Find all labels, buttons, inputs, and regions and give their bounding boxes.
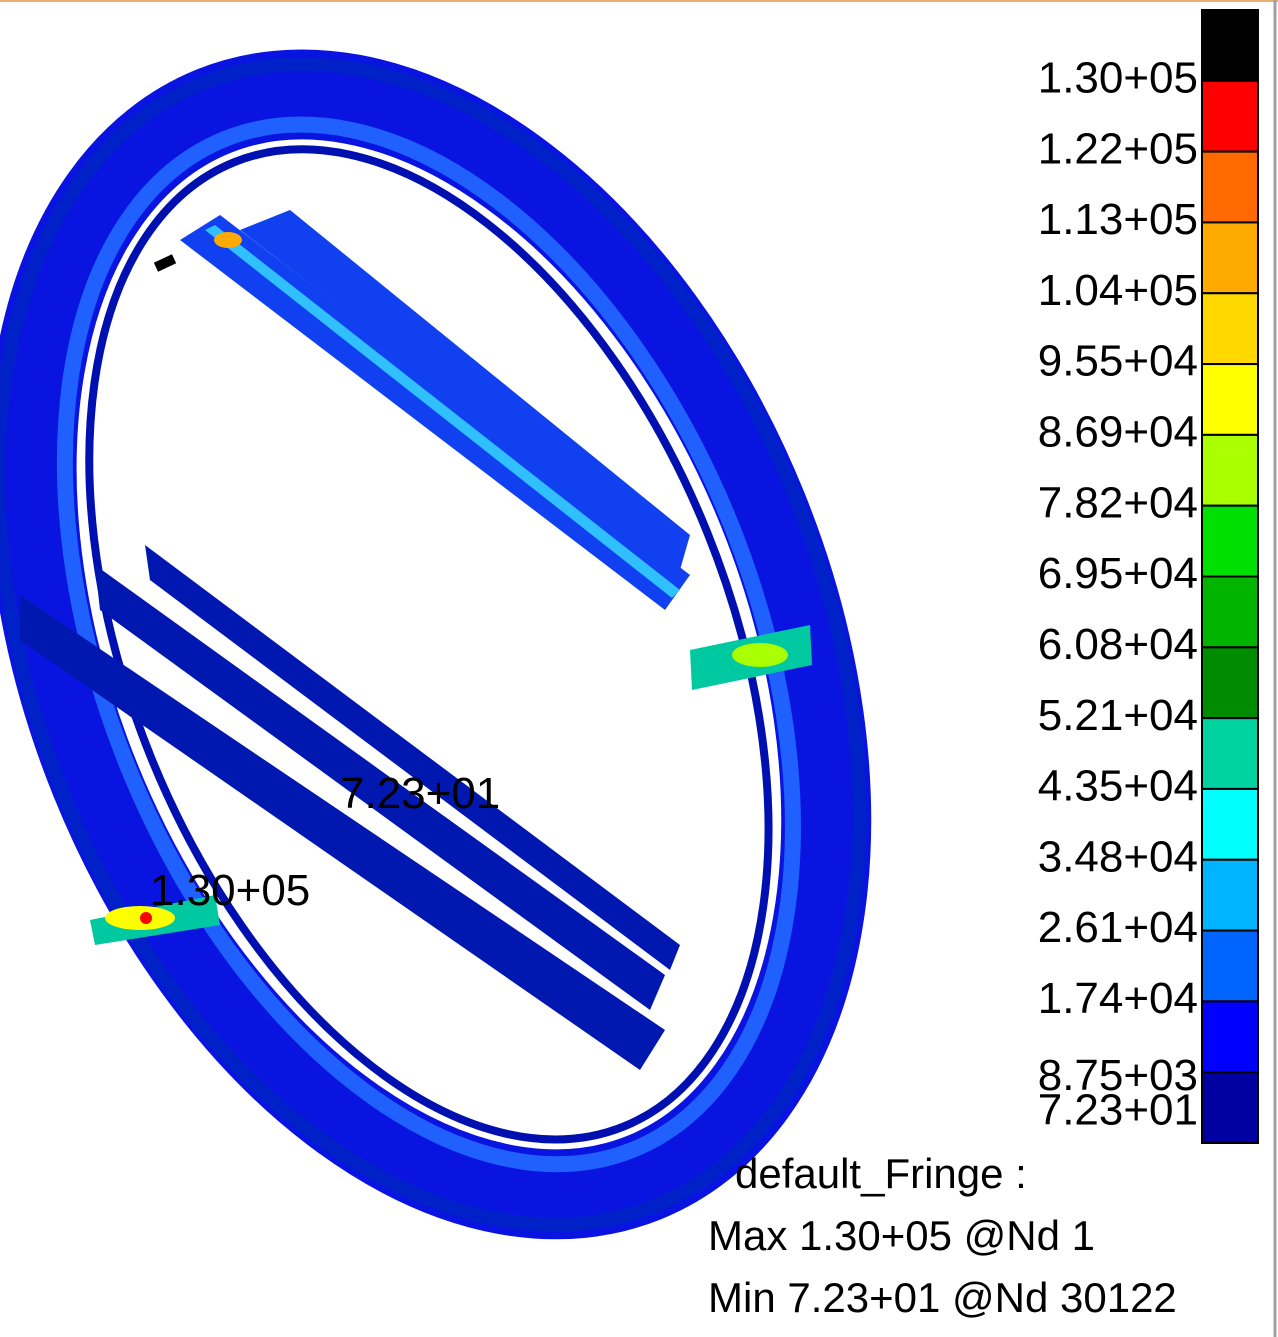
legend-label: 7.82+04	[1038, 478, 1198, 527]
legend-cell	[1202, 931, 1258, 1002]
legend-cell	[1202, 152, 1258, 223]
legend-cell	[1202, 860, 1258, 931]
legend-cell	[1202, 222, 1258, 293]
legend-cell	[1202, 81, 1258, 152]
hotspot-core	[732, 643, 788, 667]
legend-title: default_Fringe :	[735, 1150, 1027, 1197]
legend-cell	[1202, 364, 1258, 435]
legend-cell	[1202, 647, 1258, 718]
legend-label: 2.61+04	[1038, 903, 1198, 952]
legend-label: 5.21+04	[1038, 691, 1198, 740]
legend-label: 1.04+05	[1038, 266, 1198, 315]
legend-label: 1.30+05	[1038, 53, 1198, 102]
legend-cell	[1202, 1072, 1258, 1143]
legend-cell	[1202, 718, 1258, 789]
legend-cell	[1202, 577, 1258, 648]
legend-label: 4.35+04	[1038, 762, 1198, 811]
legend-cell	[1202, 506, 1258, 577]
max-annotation: 1.30+05	[150, 866, 310, 915]
legend-label: 1.74+04	[1038, 974, 1198, 1023]
legend-cell	[1202, 1001, 1258, 1072]
legend-label: 9.55+04	[1038, 337, 1198, 386]
legend-cell	[1202, 435, 1258, 506]
min-annotation: 7.23+01	[340, 769, 500, 818]
legend-label: 8.69+04	[1038, 408, 1198, 457]
legend-label: 1.13+05	[1038, 195, 1198, 244]
legend-cell	[1202, 293, 1258, 364]
max-info: Max 1.30+05 @Nd 1	[708, 1212, 1095, 1259]
legend-label: 7.23+01	[1038, 1086, 1198, 1135]
legend-label: 1.22+05	[1038, 124, 1198, 173]
legend-cell	[1202, 789, 1258, 860]
legend-label: 3.48+04	[1038, 832, 1198, 881]
legend-label: 6.95+04	[1038, 549, 1198, 598]
legend-label: 6.08+04	[1038, 620, 1198, 669]
hotspot-core	[214, 232, 242, 248]
fringe-viewport: 7.23+01 1.30+05 1.30+05 1.22+05 1.13+05 1.0…	[0, 0, 1278, 1337]
legend-cell	[1202, 10, 1258, 81]
min-info: Min 7.23+01 @Nd 30122	[708, 1274, 1177, 1321]
